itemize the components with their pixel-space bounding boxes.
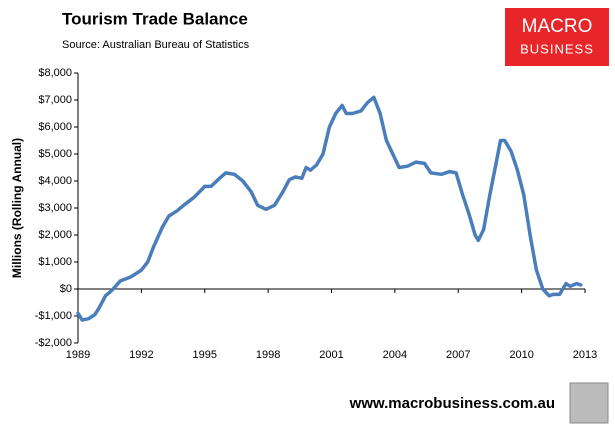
x-tick-label: 2004 — [383, 349, 407, 361]
chart-title: Tourism Trade Balance — [62, 9, 248, 28]
y-tick-label: $7,000 — [38, 94, 72, 106]
y-tick-label: -$2,000 — [35, 337, 72, 349]
chart-subtitle: Source: Australian Bureau of Statistics — [62, 39, 250, 51]
logo-text: BUSINESS — [520, 41, 594, 56]
logo-text: MACRO — [522, 16, 593, 37]
logo-image — [569, 382, 609, 424]
x-tick-label: 1989 — [66, 349, 90, 361]
x-tick-label: 1998 — [256, 349, 280, 361]
y-tick-label: $4,000 — [38, 175, 72, 187]
y-tick-label: -$1,000 — [35, 310, 72, 322]
y-tick-label: $1,000 — [38, 256, 72, 268]
x-tick-label: 2007 — [446, 349, 470, 361]
x-tick-label: 2013 — [573, 349, 597, 361]
y-tick-label: $8,000 — [38, 67, 72, 79]
y-tick-label: $2,000 — [38, 229, 72, 241]
y-tick-label: $0 — [60, 283, 72, 295]
logo-box — [505, 8, 609, 66]
footer-url: www.macrobusiness.com.au — [349, 395, 555, 412]
x-tick-label: 1992 — [129, 349, 153, 361]
y-axis-label: Millions (Rolling Annual) — [10, 138, 24, 278]
x-tick-label: 1995 — [193, 349, 217, 361]
y-tick-label: $6,000 — [38, 121, 72, 133]
y-tick-label: $3,000 — [38, 202, 72, 214]
x-tick-label: 2001 — [319, 349, 343, 361]
x-tick-label: 2010 — [509, 349, 533, 361]
y-tick-label: $5,000 — [38, 148, 72, 160]
data-line — [76, 95, 583, 322]
